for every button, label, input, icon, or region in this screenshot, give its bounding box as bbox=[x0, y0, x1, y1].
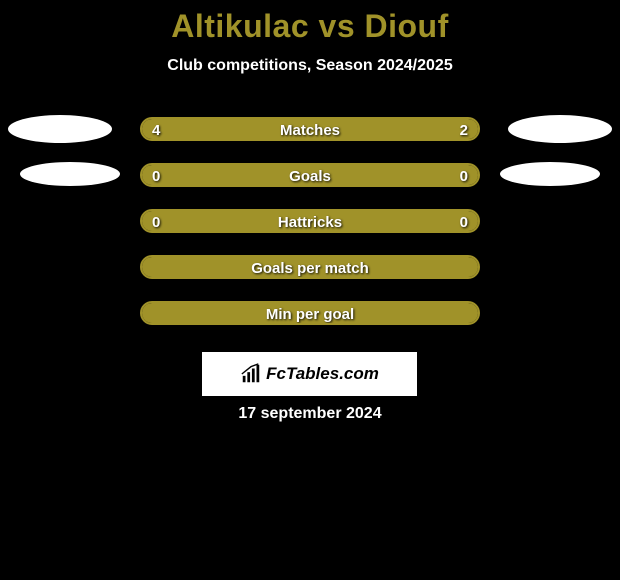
bar-container: Hattricks0 0 bbox=[140, 209, 480, 233]
stat-value-left: 4 bbox=[152, 119, 160, 141]
subtitle: Club competitions, Season 2024/2025 bbox=[0, 57, 620, 75]
stat-value-left: 0 bbox=[152, 165, 160, 187]
stat-row: Matches4 2 bbox=[0, 117, 620, 141]
bar-container: Min per goal bbox=[140, 301, 480, 325]
stat-label: Goals per match bbox=[142, 257, 478, 279]
logo-box: FcTables.com bbox=[202, 352, 417, 396]
player-ellipse-right bbox=[500, 162, 600, 186]
stat-value-right: 0 bbox=[460, 211, 468, 233]
bar-container: Goals0 0 bbox=[140, 163, 480, 187]
stat-row: Goals per match bbox=[0, 255, 620, 279]
page-title: Altikulac vs Diouf bbox=[0, 0, 620, 45]
date-text: 17 september 2024 bbox=[0, 405, 620, 423]
player-ellipse-right bbox=[508, 115, 612, 143]
stat-value-right: 0 bbox=[460, 165, 468, 187]
stat-label: Goals bbox=[142, 165, 478, 187]
stat-row: Goals0 0 bbox=[0, 163, 620, 187]
stat-label: Min per goal bbox=[142, 303, 478, 325]
bar-container: Goals per match bbox=[140, 255, 480, 279]
player-ellipse-left bbox=[20, 162, 120, 186]
chart-icon bbox=[240, 363, 262, 385]
stat-label: Hattricks bbox=[142, 211, 478, 233]
bar-container: Matches4 2 bbox=[140, 117, 480, 141]
stat-label: Matches bbox=[142, 119, 478, 141]
stats-chart: Matches42Goals00Hattricks00Goals per mat… bbox=[0, 117, 620, 325]
stat-value-right: 2 bbox=[460, 119, 468, 141]
stat-row: Min per goal bbox=[0, 301, 620, 325]
logo-text: FcTables.com bbox=[266, 364, 379, 384]
player-ellipse-left bbox=[8, 115, 112, 143]
stat-value-left: 0 bbox=[152, 211, 160, 233]
stat-row: Hattricks0 0 bbox=[0, 209, 620, 233]
